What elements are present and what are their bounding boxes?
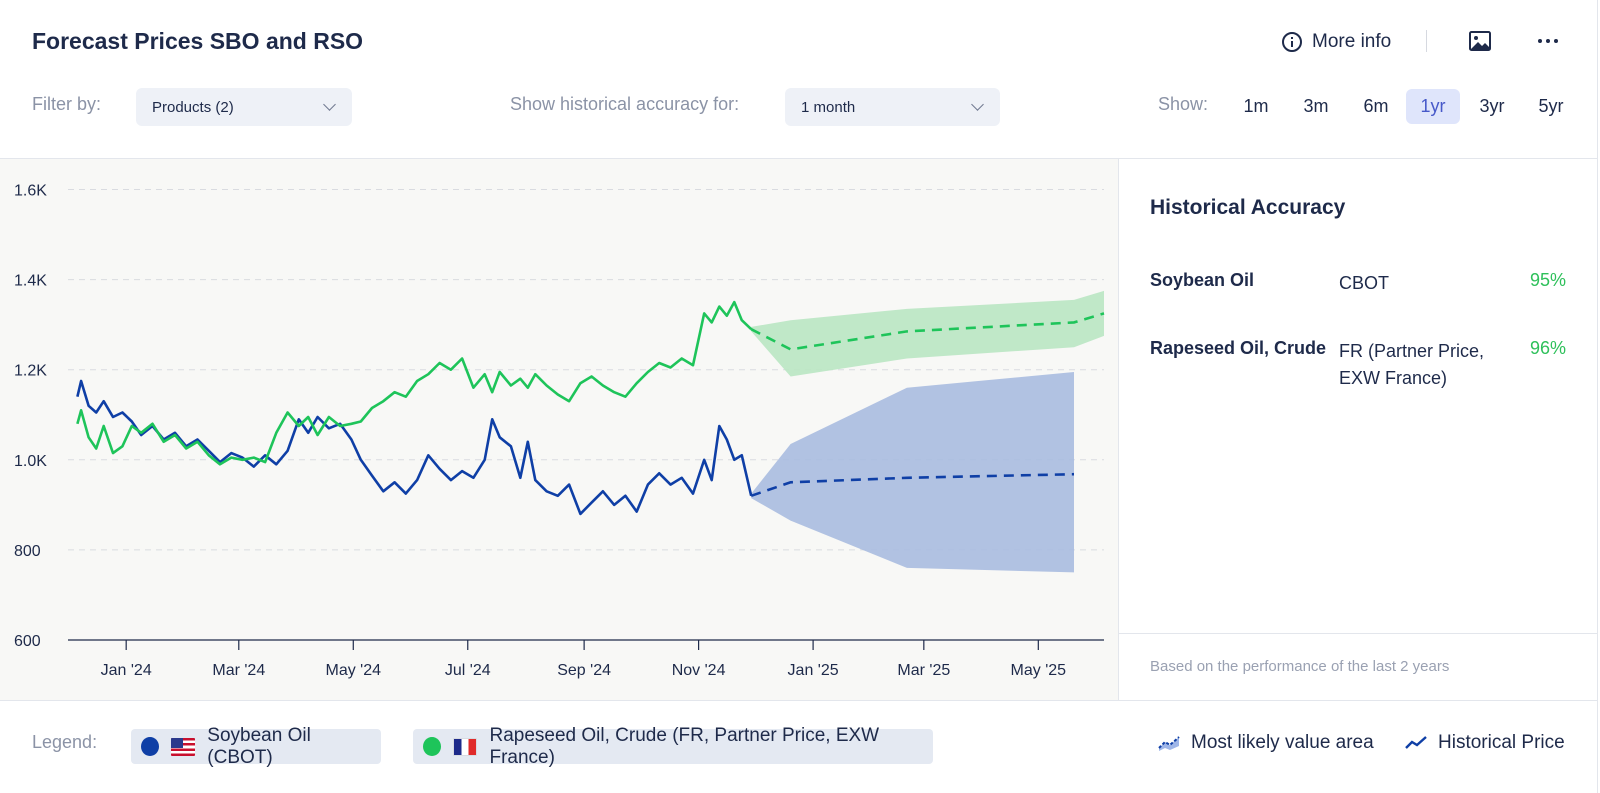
page-title: Forecast Prices SBO and RSO [32, 28, 364, 54]
x-tick-label: Mar '24 [212, 662, 265, 679]
accuracy-period-value: 1 month [801, 98, 856, 116]
accuracy-product: Soybean Oil [1150, 270, 1255, 290]
range-5yr-button[interactable]: 5yr [1538, 96, 1564, 116]
x-tick-label: Mar '25 [897, 662, 950, 679]
range-1m-button[interactable]: 1m [1243, 96, 1269, 116]
forecast-line [750, 312, 1105, 351]
products-dropdown-value: Products (2) [152, 98, 234, 116]
accuracy-footnote: Based on the performance of the last 2 y… [1150, 658, 1450, 675]
header-divider [1426, 30, 1427, 52]
legend-item-label: Rapeseed Oil, Crude (FR, Partner Price, … [489, 724, 880, 768]
chevron-down-icon [971, 98, 984, 111]
legend-chip-soybean-oil[interactable]: Soybean Oil (CBOT) [131, 725, 381, 768]
side-footer-separator [1119, 633, 1598, 634]
forecast-band [751, 290, 1104, 377]
accuracy-label: Show historical accuracy for: [510, 94, 740, 114]
accuracy-percent: 96% [1529, 338, 1566, 358]
show-label: Show: [1158, 94, 1209, 114]
historical-accuracy-title: Historical Accuracy [1150, 196, 1346, 219]
legend-item-label: Soybean Oil (CBOT) [207, 724, 311, 768]
legend-separator [0, 700, 1598, 701]
range-3yr-button[interactable]: 3yr [1479, 96, 1505, 116]
y-tick-label: 1.6K [14, 183, 47, 200]
accuracy-source: FR (Partner Price, EXW France) [1339, 341, 1485, 388]
info-icon [1282, 32, 1302, 52]
line-chart-icon [1405, 736, 1427, 749]
area-icon [1158, 736, 1180, 751]
products-dropdown[interactable]: Products (2) [136, 88, 352, 126]
x-tick-label: Sep '24 [557, 662, 611, 679]
series-dot-icon [423, 737, 441, 756]
series-line [76, 379, 753, 516]
chevron-down-icon [323, 98, 336, 111]
accuracy-product: Rapeseed Oil, Crude [1150, 338, 1327, 358]
image-export-icon[interactable] [1468, 30, 1492, 52]
x-tick-label: Jan '24 [101, 662, 152, 679]
chart-panel: 600 800 1.0K 1.2K 1.4K 1.6K Jan '24 Mar '24 May … [0, 159, 1118, 700]
legend-label: Legend: [32, 732, 98, 752]
price-forecast-chart: 600 800 1.0K 1.2K 1.4K 1.6K Jan '24 Mar '24 May … [14, 183, 1105, 679]
x-tick-label: May '25 [1011, 662, 1067, 679]
area-legend-label: Most likely value area [1191, 732, 1374, 753]
y-tick-label: 600 [14, 633, 41, 650]
series-dot-icon [141, 737, 159, 756]
y-tick-label: 1.2K [14, 363, 47, 380]
accuracy-percent: 95% [1529, 270, 1566, 290]
more-info-button[interactable]: More info [1282, 28, 1391, 56]
y-tick-label: 1.4K [14, 273, 47, 290]
accuracy-source: CBOT [1339, 273, 1390, 293]
panel-separator [1118, 159, 1119, 700]
historical-legend-label: Historical Price [1438, 732, 1565, 753]
range-3m-button[interactable]: 3m [1303, 96, 1329, 116]
legend-historical-price: Historical Price [1404, 732, 1565, 754]
x-tick-label: Jul '24 [445, 662, 491, 679]
range-1yr-button[interactable]: 1yr [1406, 89, 1460, 124]
series-line [76, 300, 753, 466]
more-options-icon[interactable] [1534, 30, 1562, 52]
fr-flag-icon [452, 737, 478, 756]
forecast-line [750, 472, 1075, 498]
range-6m-button[interactable]: 6m [1363, 96, 1389, 116]
y-tick-label: 1.0K [14, 453, 47, 470]
header-separator [0, 158, 1598, 159]
filter-label: Filter by: [32, 94, 102, 114]
legend-chip-rapeseed-oil[interactable]: Rapeseed Oil, Crude (FR, Partner Price, … [413, 725, 933, 768]
x-tick-label: May '24 [326, 662, 382, 679]
more-info-label: More info [1312, 31, 1392, 52]
legend-most-likely-area: Most likely value area [1157, 732, 1374, 754]
x-tick-label: Nov '24 [672, 662, 726, 679]
us-flag-icon [170, 737, 196, 756]
x-tick-label: Jan '25 [788, 662, 839, 679]
forecast-band [751, 372, 1074, 573]
accuracy-period-dropdown[interactable]: 1 month [785, 88, 1000, 126]
y-tick-label: 800 [14, 543, 41, 560]
